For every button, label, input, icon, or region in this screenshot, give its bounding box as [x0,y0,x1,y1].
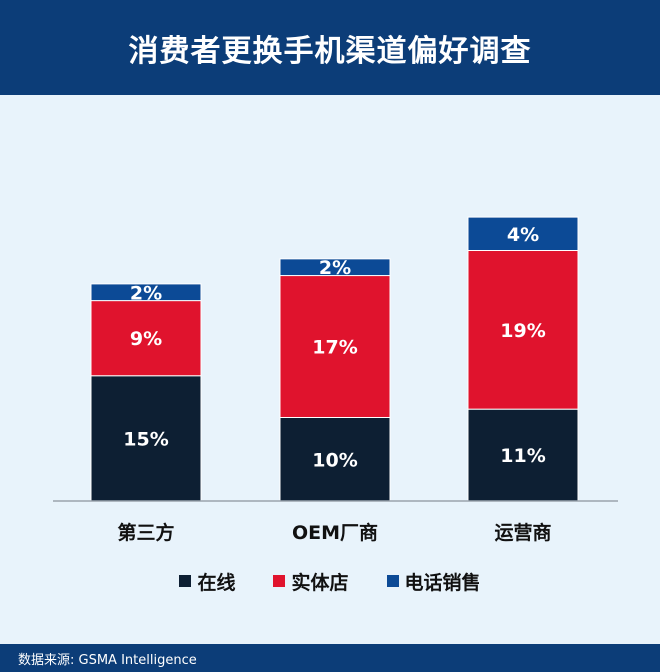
legend-item: 在线 [179,568,235,595]
data-label: 4% [507,224,539,246]
bar-segment [279,275,391,418]
category-label: 第三方 [117,521,174,544]
chart-legend: 在线 实体店 电话销售 [0,566,660,596]
legend-label: 电话销售 [404,571,481,594]
stacked-bar-chart: 15% 9% 2% 第三方 10% 17% 2% OEM厂商 11% 19% 4% 运营商 [53,216,618,544]
data-label: 17% [312,337,357,359]
data-label: 10% [312,449,357,471]
chart-panel: 15% 9% 2% 第三方 10% 17% 2% OEM厂商 11% 19% 4% 运营商 [0,95,660,645]
bar-segment [467,250,579,410]
data-label: 19% [500,320,545,342]
legend-swatch [179,575,192,587]
bar-segment [279,417,391,502]
bar-segment [90,300,202,377]
bar-segment [279,258,391,277]
legend-item: 电话销售 [386,568,481,595]
bar-segment [90,283,202,302]
legend-label: 实体店 [291,571,349,594]
data-label: 9% [130,328,162,350]
data-label: 11% [500,445,545,467]
source-note: 数据来源: GSMA Intelligence [18,652,197,668]
bar-segment [90,375,202,502]
page-title: 消费者更换手机渠道偏好调查 [128,33,532,69]
data-label: 2% [130,282,162,304]
header-banner: 消费者更换手机渠道偏好调查 [0,0,660,95]
legend-swatch [273,575,286,587]
legend-label: 在线 [197,571,236,594]
legend-item: 实体店 [273,568,349,595]
category-label: OEM厂商 [292,521,378,544]
bar-segment [467,216,579,251]
legend-swatch [386,575,399,587]
footer-bar: 数据来源: GSMA Intelligence [0,644,660,672]
bar-segment [467,408,579,502]
data-label: 2% [319,257,351,279]
category-label: 运营商 [494,521,551,544]
data-label: 15% [123,428,168,450]
